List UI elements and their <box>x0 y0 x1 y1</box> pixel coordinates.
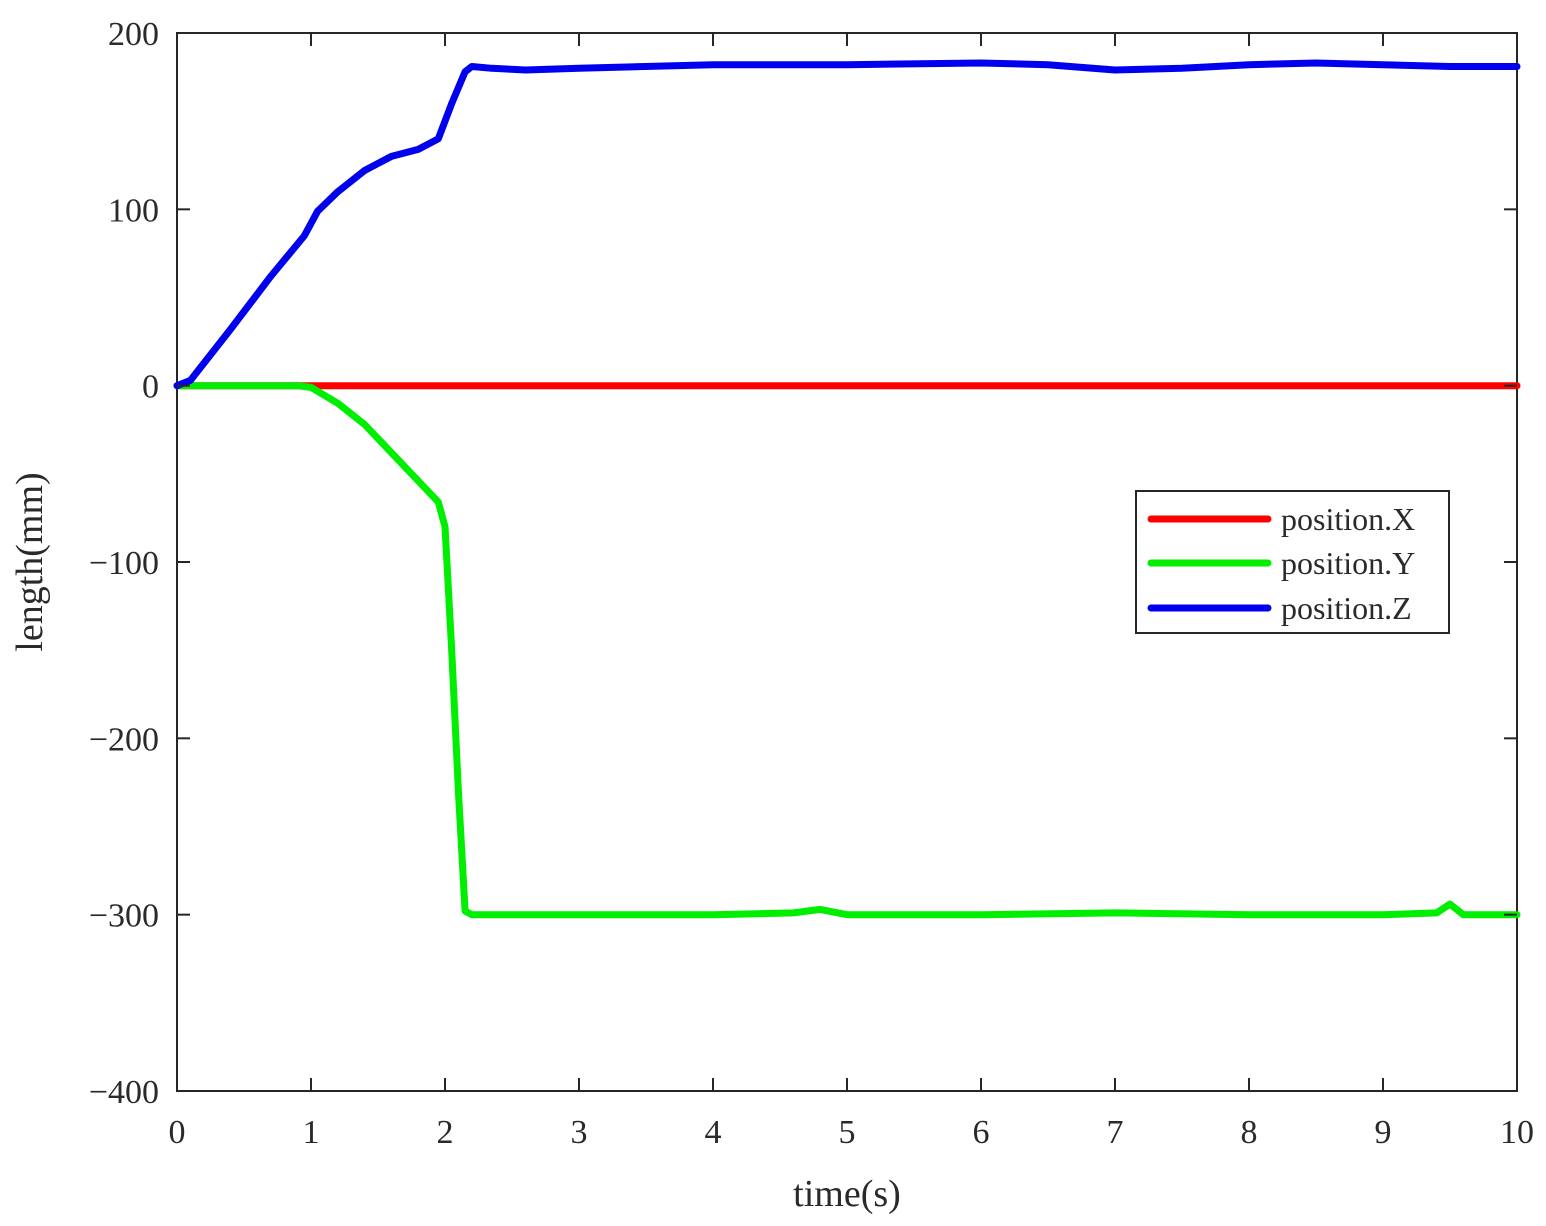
x-tick-label: 5 <box>839 1114 856 1151</box>
x-tick-label: 1 <box>303 1114 320 1151</box>
y-tick-label: 100 <box>108 192 159 229</box>
series-lines <box>173 59 1521 919</box>
x-tick-label: 2 <box>437 1114 454 1151</box>
x-tick-label: 9 <box>1375 1114 1392 1151</box>
x-tick-label: 6 <box>973 1114 990 1151</box>
legend: position.X position.Y position.Z <box>1135 490 1450 634</box>
x-tick-label: 3 <box>571 1114 588 1151</box>
legend-label: position.Z <box>1281 590 1412 626</box>
y-tick-label: −300 <box>89 898 159 935</box>
legend-label: position.X <box>1281 501 1415 537</box>
y-tick-label: 200 <box>108 16 159 53</box>
y-tick-label: −200 <box>89 721 159 758</box>
series-line-position-y <box>173 382 1521 919</box>
x-tick-label: 7 <box>1107 1114 1124 1151</box>
y-axis-label: length(mm) <box>9 472 51 651</box>
x-tick-label: 4 <box>705 1114 722 1151</box>
legend-label: position.Y <box>1281 545 1415 581</box>
x-tick-label: 8 <box>1241 1114 1258 1151</box>
axis-ticks: 0 1 2 3 4 5 6 7 8 9 10 −400 −300 −200 −100 0 100 200 <box>89 16 1534 1151</box>
y-tick-label: −100 <box>89 545 159 582</box>
y-tick-label: −400 <box>89 1074 159 1111</box>
x-tick-label: 0 <box>169 1114 186 1151</box>
x-axis-label: time(s) <box>793 1173 901 1215</box>
series-line-position-z <box>173 59 1521 390</box>
x-tick-label: 10 <box>1500 1114 1534 1151</box>
y-tick-label: 0 <box>142 369 159 406</box>
